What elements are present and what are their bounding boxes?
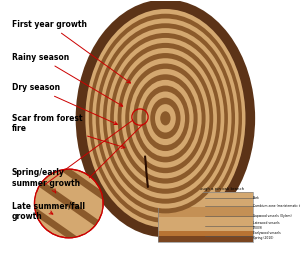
Polygon shape bbox=[0, 172, 126, 257]
Polygon shape bbox=[4, 141, 148, 245]
Ellipse shape bbox=[150, 98, 181, 139]
Ellipse shape bbox=[155, 104, 176, 133]
Ellipse shape bbox=[146, 91, 185, 145]
Polygon shape bbox=[78, 35, 222, 140]
Polygon shape bbox=[0, 183, 119, 257]
Ellipse shape bbox=[103, 33, 228, 204]
Text: Dry season: Dry season bbox=[12, 83, 117, 125]
Bar bbox=[158, 231, 253, 236]
Bar bbox=[158, 192, 253, 242]
Ellipse shape bbox=[114, 48, 217, 189]
Polygon shape bbox=[70, 46, 215, 150]
Text: Scar from forest
fire: Scar from forest fire bbox=[12, 114, 125, 148]
Polygon shape bbox=[63, 57, 208, 161]
Text: First year growth: First year growth bbox=[12, 20, 130, 83]
Text: Sapwood vessels (Xylem): Sapwood vessels (Xylem) bbox=[253, 214, 292, 218]
Bar bbox=[158, 217, 253, 231]
Ellipse shape bbox=[76, 0, 255, 237]
Text: Cross section through a pin oak branch: Cross section through a pin oak branch bbox=[167, 187, 244, 191]
Bar bbox=[158, 207, 253, 217]
Circle shape bbox=[34, 169, 103, 238]
Polygon shape bbox=[26, 109, 171, 213]
Text: Bark: Bark bbox=[253, 196, 260, 200]
Ellipse shape bbox=[110, 43, 221, 194]
Polygon shape bbox=[85, 25, 230, 129]
Ellipse shape bbox=[89, 14, 242, 223]
Ellipse shape bbox=[129, 69, 202, 168]
Polygon shape bbox=[34, 99, 178, 203]
Ellipse shape bbox=[96, 23, 235, 213]
Ellipse shape bbox=[99, 28, 232, 209]
Polygon shape bbox=[56, 67, 200, 171]
Ellipse shape bbox=[92, 19, 239, 218]
Text: Rainy season: Rainy season bbox=[12, 53, 123, 106]
Ellipse shape bbox=[118, 53, 213, 183]
Polygon shape bbox=[41, 88, 185, 192]
Ellipse shape bbox=[122, 58, 209, 178]
Text: Late summer/fall
growth: Late summer/fall growth bbox=[12, 201, 85, 221]
Text: Cambium zone (meristematic tissue): Cambium zone (meristematic tissue) bbox=[253, 204, 300, 208]
Polygon shape bbox=[0, 151, 141, 255]
Ellipse shape bbox=[133, 74, 198, 162]
Text: Spring/early
summer growth: Spring/early summer growth bbox=[12, 168, 80, 193]
Ellipse shape bbox=[137, 80, 194, 157]
Ellipse shape bbox=[106, 38, 224, 199]
Polygon shape bbox=[0, 194, 112, 257]
Polygon shape bbox=[0, 162, 134, 257]
Bar bbox=[158, 192, 253, 207]
Polygon shape bbox=[48, 78, 193, 182]
Ellipse shape bbox=[85, 9, 245, 228]
Polygon shape bbox=[11, 130, 156, 234]
Ellipse shape bbox=[125, 63, 206, 173]
Text: Latewood vessels
(2009): Latewood vessels (2009) bbox=[253, 222, 280, 230]
Text: Earlywood vessels
spring (2010): Earlywood vessels spring (2010) bbox=[253, 231, 281, 240]
Ellipse shape bbox=[160, 111, 171, 125]
Polygon shape bbox=[19, 120, 163, 224]
Circle shape bbox=[34, 169, 103, 238]
Polygon shape bbox=[92, 14, 237, 118]
Bar bbox=[158, 236, 253, 242]
Ellipse shape bbox=[141, 86, 189, 151]
